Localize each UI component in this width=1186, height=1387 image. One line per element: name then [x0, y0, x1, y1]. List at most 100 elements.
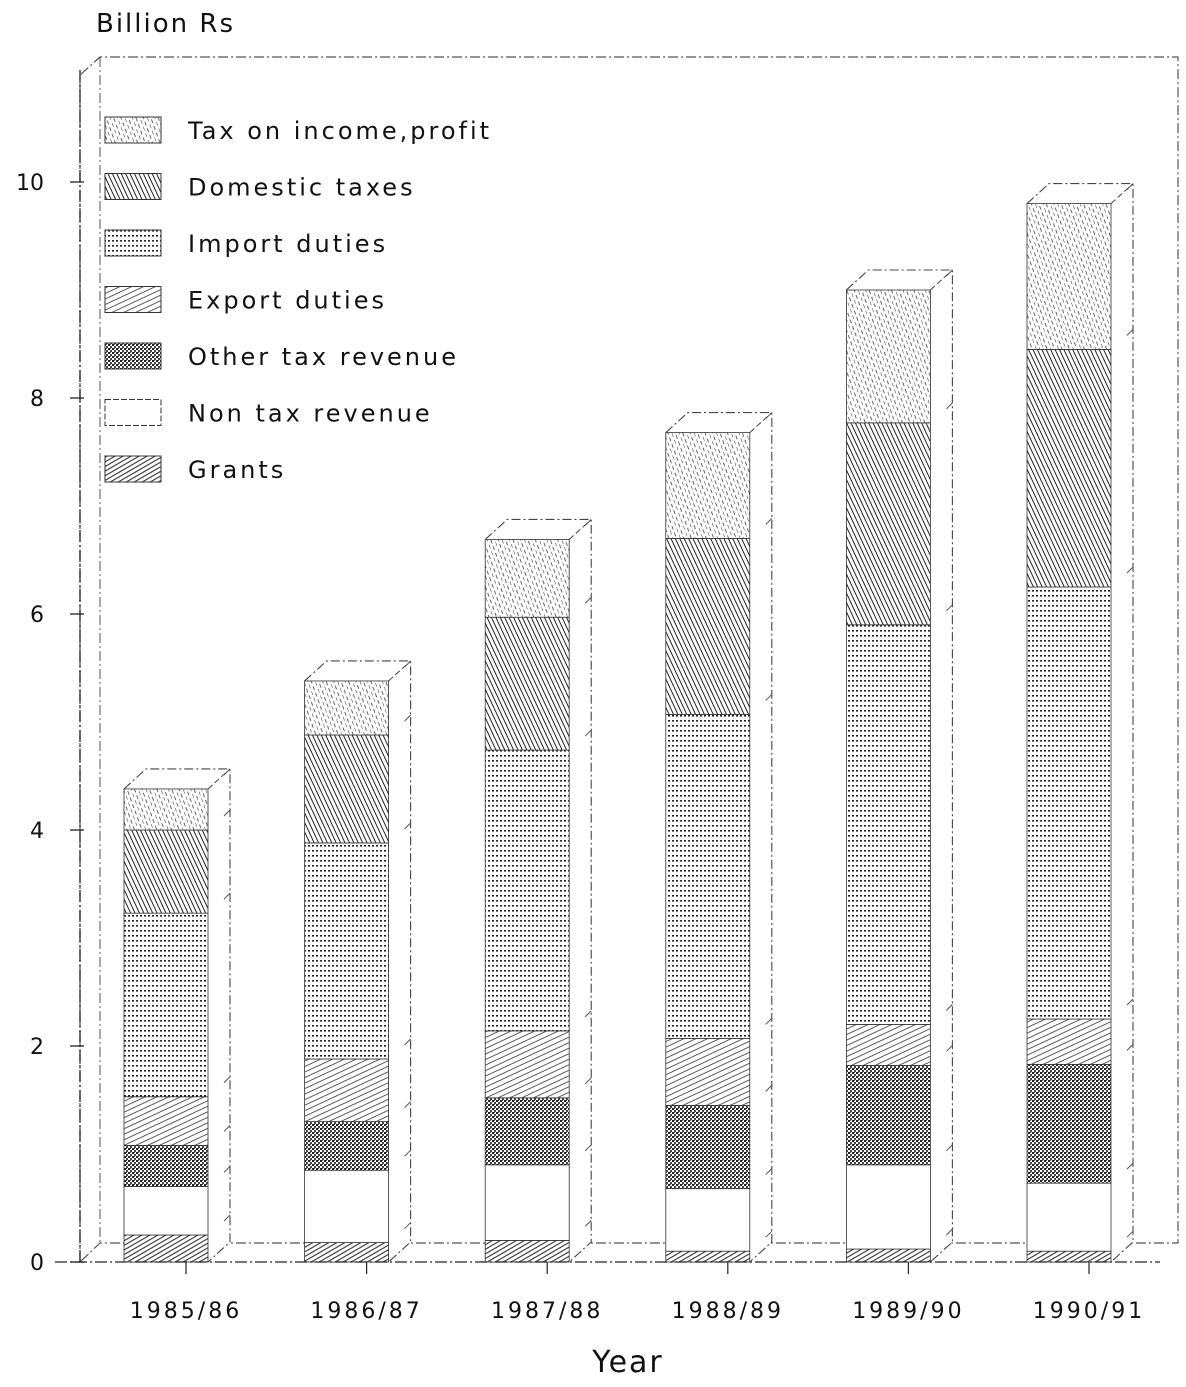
bar-group-1989-90: 1989/90: [846, 269, 964, 1324]
legend-item: Non tax revenue: [104, 399, 433, 428]
legend-label: Tax on income,profit: [187, 117, 492, 145]
segment-edge-tick: [223, 892, 231, 900]
legend-item: Other tax revenue: [104, 342, 459, 371]
bar-3d-edge: [207, 768, 231, 790]
segment-edge-tick: [584, 1220, 592, 1227]
y-tick-label: 0: [30, 1251, 44, 1276]
legend-swatch: [104, 286, 162, 313]
segment-edge-tick: [223, 809, 231, 817]
bar-segment-non-tax-revenue: [123, 1186, 209, 1236]
segment-edge-tick: [584, 519, 592, 526]
bar-group-1987-88: 1987/88: [484, 518, 603, 1324]
legend-label: Other tax revenue: [188, 343, 459, 371]
bar-segment-other-tax-revenue: [484, 1097, 570, 1166]
segment-edge-tick: [404, 822, 411, 830]
legend-label: Domestic taxes: [188, 174, 416, 202]
bar-segment-tax-on-income-profit: [846, 289, 931, 424]
bar-segment-grants: [665, 1250, 751, 1263]
y-tick-label: 4: [30, 819, 44, 844]
x-tick-label: 1989/90: [852, 1299, 964, 1324]
y-axis-label: Billion Rs: [96, 9, 235, 39]
segment-edge-tick: [404, 660, 411, 668]
bar-segment-export-duties: [1026, 1018, 1112, 1065]
bar-group-1985-86: 1985/86: [123, 768, 239, 1324]
bar-segment-import-duties: [484, 749, 570, 1032]
bar-segment-grants: [304, 1242, 390, 1263]
bar-segment-non-tax-revenue: [304, 1169, 390, 1243]
bar-segment-non-tax-revenue: [846, 1164, 931, 1250]
bar-3d-edge: [388, 660, 411, 682]
segment-edge-tick: [404, 714, 411, 722]
segment-edge-tick: [223, 1214, 231, 1222]
segment-edge-tick: [946, 1004, 953, 1011]
bar-segment-domestic-taxes: [304, 734, 390, 844]
segment-edge-tick: [765, 518, 773, 525]
bar-segment-other-tax-revenue: [123, 1144, 209, 1187]
bar-group-1990-91: 1990/91: [1026, 183, 1145, 1324]
bar-segment-import-duties: [123, 912, 209, 1098]
segment-edge-tick: [1126, 998, 1134, 1006]
legend-swatch: [104, 173, 162, 200]
bar-segment-grants: [846, 1248, 931, 1263]
segment-edge-tick: [584, 1144, 592, 1152]
legend-label: Import duties: [188, 230, 388, 258]
bar-segment-tax-on-income-profit: [665, 432, 751, 539]
segment-edge-tick: [404, 1101, 411, 1108]
segment-edge-tick: [404, 1222, 411, 1229]
bar-segment-non-tax-revenue: [665, 1188, 751, 1252]
y-tick-label: 8: [30, 387, 44, 412]
segment-edge-tick: [946, 269, 953, 277]
segment-edge-tick: [765, 1168, 773, 1175]
segment-edge-tick: [584, 1077, 592, 1085]
y-tick-label: 2: [30, 1035, 44, 1060]
bars: 1985/86 1986/87 1987/88 1988/89 1989/90 1990/…: [123, 183, 1145, 1324]
legend-item: Tax on income,profit: [104, 116, 492, 145]
legend-swatch: [104, 116, 162, 144]
legend-swatch: [104, 342, 162, 370]
axes: 0 2 4 6 8 10: [16, 70, 1160, 1276]
bar-segment-domestic-taxes: [1026, 348, 1112, 588]
segment-edge-tick: [223, 768, 231, 776]
bar-segment-other-tax-revenue: [665, 1105, 751, 1189]
bar-segment-domestic-taxes: [665, 538, 751, 715]
bar-segment-domestic-taxes: [846, 422, 931, 626]
segment-edge-tick: [404, 1038, 411, 1046]
y-tick-label: 6: [30, 603, 44, 628]
x-tick-label: 1988/89: [672, 1299, 784, 1324]
legend-swatch: [104, 399, 162, 426]
segment-edge-tick: [1126, 1230, 1134, 1238]
x-tick-label: 1987/88: [491, 1299, 603, 1324]
x-axis-label: Year: [591, 1345, 664, 1380]
segment-edge-tick: [765, 412, 773, 419]
segment-edge-tick: [765, 1230, 773, 1238]
segment-edge-tick: [223, 1076, 231, 1084]
legend-swatch: [104, 455, 162, 483]
segment-edge-tick: [1126, 183, 1134, 190]
bar-segment-other-tax-revenue: [1026, 1063, 1112, 1184]
frame-back-panel: [79, 56, 1179, 1263]
segment-edge-tick: [584, 596, 592, 604]
segment-edge-tick: [765, 1085, 773, 1092]
segment-edge-tick: [1126, 1044, 1134, 1051]
bar-segment-grants: [1026, 1250, 1112, 1263]
bar-group-1988-89: 1988/89: [665, 412, 784, 1324]
legend-item: Grants: [104, 455, 283, 484]
y-tick-label: 10: [16, 171, 44, 196]
bar-3d-edge: [749, 412, 773, 433]
bar-segment-tax-on-income-profit: [484, 539, 570, 618]
segment-edge-tick: [1126, 329, 1134, 336]
legend-label: Non tax revenue: [188, 400, 433, 428]
bar-segment-non-tax-revenue: [484, 1164, 570, 1241]
bar-segment-tax-on-income-profit: [304, 680, 390, 736]
legend-label: Export duties: [188, 287, 387, 315]
bar-segment-domestic-taxes: [123, 829, 209, 914]
bar-segment-import-duties: [304, 842, 390, 1060]
bar-segment-non-tax-revenue: [1026, 1182, 1112, 1252]
segment-edge-tick: [1126, 566, 1134, 574]
segment-edge-tick: [765, 694, 773, 701]
bar-segment-export-duties: [484, 1030, 570, 1099]
segment-edge-tick: [584, 1010, 592, 1018]
x-tick-label: 1990/91: [1033, 1299, 1145, 1324]
segment-edge-tick: [946, 604, 953, 612]
bar-segment-grants: [123, 1234, 209, 1263]
